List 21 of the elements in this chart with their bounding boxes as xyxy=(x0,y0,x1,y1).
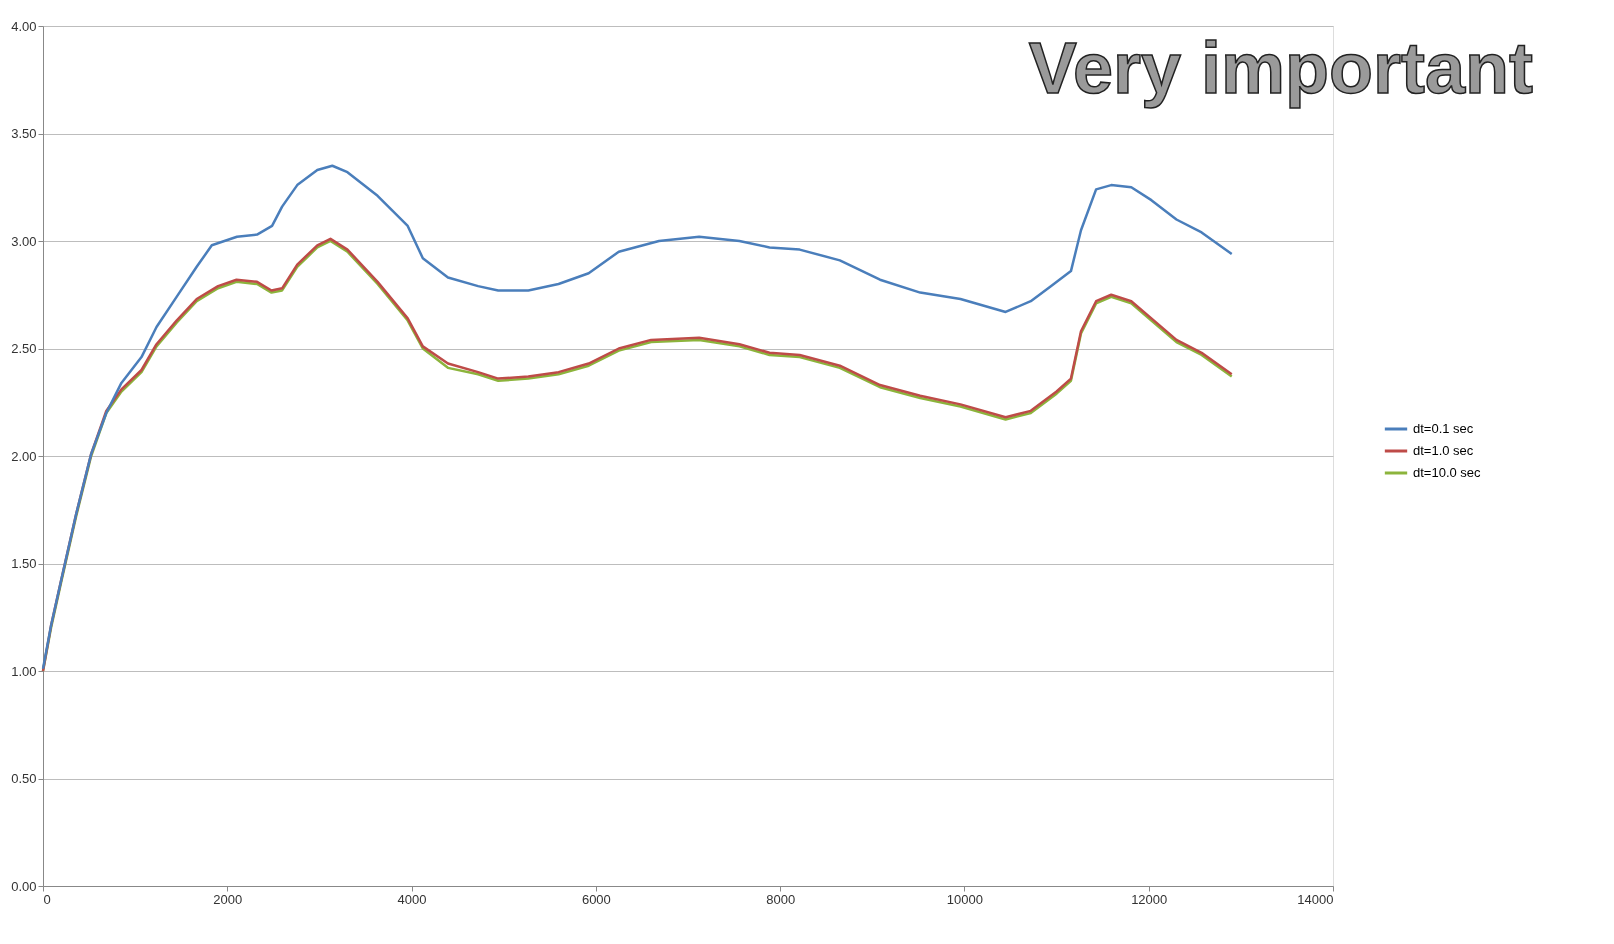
y-tick-label: 1.50 xyxy=(11,556,37,571)
x-tick-label: 12000 xyxy=(1131,891,1168,907)
x-tick-label: 2000 xyxy=(213,891,243,907)
x-tick-label: 6000 xyxy=(581,891,611,907)
y-tick-label: 0.00 xyxy=(11,878,37,894)
y-tick-label: 2.50 xyxy=(11,341,37,356)
x-tick-label: 10000 xyxy=(946,891,984,907)
legend-label: dt=10.0 sec xyxy=(1413,465,1482,480)
legend-label: dt=1.0 sec xyxy=(1413,443,1474,458)
y-tick-label: 3.00 xyxy=(11,233,37,249)
legend-label: dt=0.1 sec xyxy=(1413,421,1474,436)
y-tick-label: 3.50 xyxy=(11,126,37,141)
x-tick-label: 0 xyxy=(43,891,51,907)
y-tick-label: 4.00 xyxy=(11,18,37,34)
y-tick-label: 0.50 xyxy=(11,771,37,786)
x-tick-label: 14000 xyxy=(1297,891,1334,907)
annotation: Very important xyxy=(1028,28,1534,108)
x-tick-label: 8000 xyxy=(766,891,796,907)
x-tick-label: 4000 xyxy=(397,891,427,907)
y-tick-label: 1.00 xyxy=(11,663,37,679)
y-tick-label: 2.00 xyxy=(11,448,37,464)
